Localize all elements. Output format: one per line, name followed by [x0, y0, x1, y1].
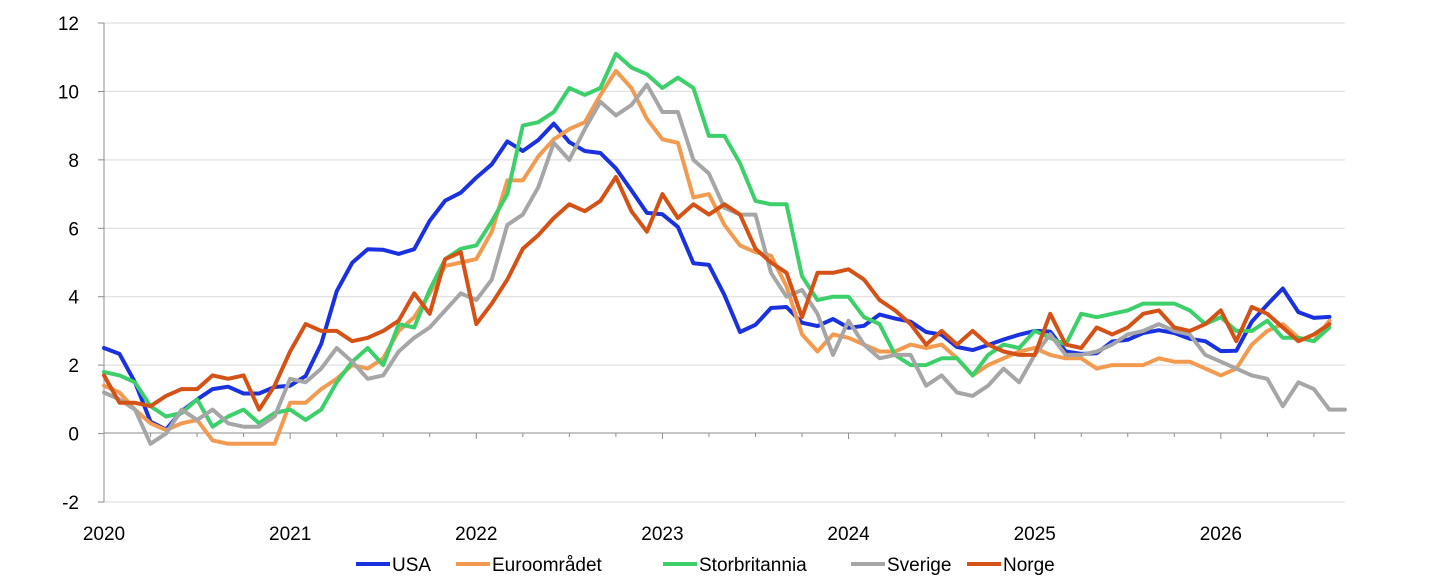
series-line-2 — [102, 51, 1332, 429]
y-tick-label: 12 — [58, 14, 79, 35]
x-tick-label: 2020 — [83, 524, 125, 545]
legend-label: USA — [392, 555, 431, 576]
legend-label: Norge — [1003, 555, 1055, 576]
y-axis-tick-labels: -2 0 2 4 6 8 10 12 — [58, 14, 80, 514]
x-tick-label: 2022 — [455, 524, 497, 545]
legend-label: Euroområdet — [492, 555, 603, 576]
y-tick-label: 0 — [68, 425, 79, 446]
grid-lines — [104, 22, 1345, 503]
x-tick-label: 2024 — [827, 524, 870, 545]
y-tick-label: -2 — [62, 493, 79, 514]
y-tick-label: 2 — [68, 356, 79, 377]
series-lines — [102, 51, 1347, 446]
series-line-4 — [102, 175, 1332, 412]
x-tick-label: 2026 — [1200, 524, 1242, 545]
y-tick-label: 6 — [68, 219, 79, 240]
x-tick-label: 2025 — [1014, 524, 1056, 545]
axes — [98, 22, 1345, 503]
y-tick-label: 10 — [58, 82, 79, 103]
series-line-0 — [102, 121, 1332, 432]
x-axis-tick-labels: 2020 2021 2022 2023 2024 2025 2026 — [83, 524, 1242, 545]
y-tick-label: 4 — [68, 288, 79, 309]
x-tick-label: 2021 — [269, 524, 311, 545]
legend: USA Euroområdet Storbritannia Sverige Norge — [356, 555, 1055, 576]
x-tick-label: 2023 — [641, 524, 683, 545]
y-tick-label: 8 — [68, 151, 79, 172]
legend-label: Sverige — [887, 555, 951, 576]
legend-label: Storbritannia — [699, 555, 807, 576]
series-line-3 — [102, 82, 1347, 446]
